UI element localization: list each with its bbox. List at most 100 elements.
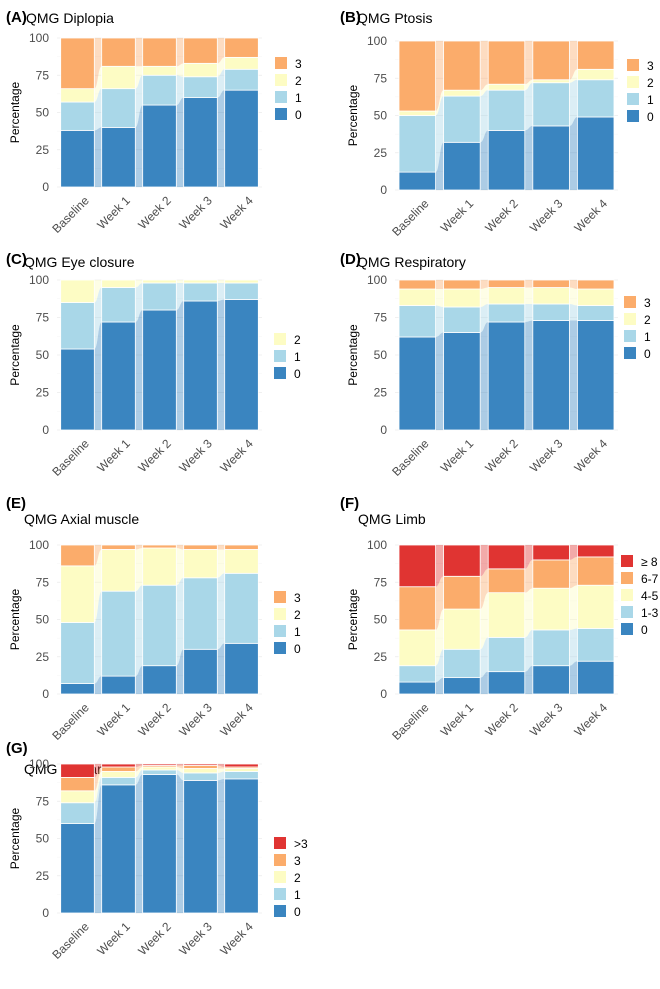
legend-swatch [274,350,286,362]
bar-segment-1 [101,88,136,128]
flow-4-5 [569,585,578,630]
flow-1 [176,283,184,310]
x-tick-label: Week 2 [135,436,174,475]
bar-segment-≥ 8 [443,544,481,577]
bar-segment-2 [577,288,615,306]
flow-0 [94,127,102,187]
legend-swatch [274,642,286,654]
bar-segment-1 [398,115,436,173]
bar-segment-2 [101,549,136,592]
flow-3 [480,41,489,91]
bar-segment-≥ 8 [532,544,570,561]
legend: ≥ 8 6-7 4-5 1-3 0 [621,555,659,637]
legend-label: 0 [294,905,301,919]
flow-0 [480,130,489,190]
bar-segment-0 [224,89,259,188]
legend-label: ≥ 8 [641,555,658,569]
x-tick-label: Week 4 [572,196,611,235]
x-tick-label: Week 4 [217,193,256,232]
legend-swatch [621,606,633,618]
flow-2 [217,57,225,77]
flow-1 [435,305,444,337]
flow-2 [176,63,184,77]
bar-segment-3 [183,544,218,550]
bar-segment-4-5 [398,629,436,667]
bar-segment-3 [60,37,95,90]
bar-segment-1 [60,101,95,131]
y-tick-label: 100 [367,273,387,287]
bar-segment-0 [142,104,177,188]
legend-swatch [274,625,286,637]
bar-segment-2 [224,56,259,70]
bar-segment-2 [183,62,218,78]
legend-label: 3 [295,57,302,71]
panel-tag: (D) [340,251,361,268]
bar-segment-3 [398,279,436,290]
bar-segment-1 [142,584,177,667]
bar-segment-0 [183,779,218,914]
flow-1-3 [480,637,489,678]
chart-title: QMG Ptosis [357,10,432,26]
flow-0 [217,643,225,694]
y-tick-label: 100 [29,273,49,287]
y-tick-label: 100 [29,538,49,552]
flow-2 [94,66,102,103]
bar-segment-1 [532,303,570,321]
flow-3 [135,38,143,67]
bar-segment-1 [183,282,218,302]
x-tick-label: Week 2 [135,193,174,232]
bar-segment-3 [443,40,481,91]
panel-4: (D)QMG Respiratory 0 25 50 75 100 Percentage Ba… [340,251,651,479]
x-tick-label: Week 1 [438,700,477,739]
bar-segment-2 [142,547,177,586]
flow-2 [435,289,444,307]
bar-segment-1 [183,577,218,650]
bar-segment-1 [224,282,259,300]
bar-segment-3 [60,544,95,567]
flow-2 [217,768,225,773]
panel-7: (G)QMG Bulbar0255075100PercentageBaselin… [6,740,308,962]
y-tick-label: 0 [380,687,387,701]
bar-segment-3 [142,37,177,67]
legend-swatch [274,367,286,379]
flow-1-3 [524,629,533,672]
bar-segment-1-3 [577,628,615,662]
flow-3 [135,765,143,772]
bar-segment-0 [443,141,481,191]
flow-3 [524,41,533,85]
bar-segment-4-5 [487,592,526,638]
legend: 3 2 1 0 [275,57,302,122]
flow-≥ 8 [569,545,578,560]
flow-≥ 8 [435,545,444,587]
bar-segment-0 [577,660,615,695]
flow-2 [135,547,143,592]
y-tick-label: 0 [380,183,387,197]
bar-segment-2 [101,65,136,90]
legend-label: 1-3 [641,606,659,620]
y-axis-title: Percentage [346,588,360,650]
x-tick-label: Week 4 [572,436,611,475]
flow-1-3 [569,628,578,666]
legend-label: 2 [294,871,301,885]
bar-segment-0 [398,681,436,695]
bar-segment-2 [224,768,259,772]
bar-segment-≥ 8 [487,544,526,570]
legend-label: 1 [295,91,302,105]
flow-0 [176,649,184,694]
bar-segment-2 [101,771,136,778]
flow-3 [480,280,489,289]
bar-segment-1 [60,802,95,824]
panel-3: (C)QMG Eye closure 0 25 50 75 100 Percentage Ba… [6,251,301,479]
flow-3 [135,545,143,550]
flow-3 [94,545,102,566]
flow-1 [569,79,578,126]
flow-2 [176,280,184,283]
legend-label: 2 [644,313,651,327]
bar-segment-6-7 [532,559,570,589]
flow-1 [135,769,143,785]
y-tick-label: 50 [374,348,388,362]
flow-1 [94,591,102,684]
x-tick-label: Baseline [49,700,92,743]
legend: 3 2 1 0 [627,59,654,124]
